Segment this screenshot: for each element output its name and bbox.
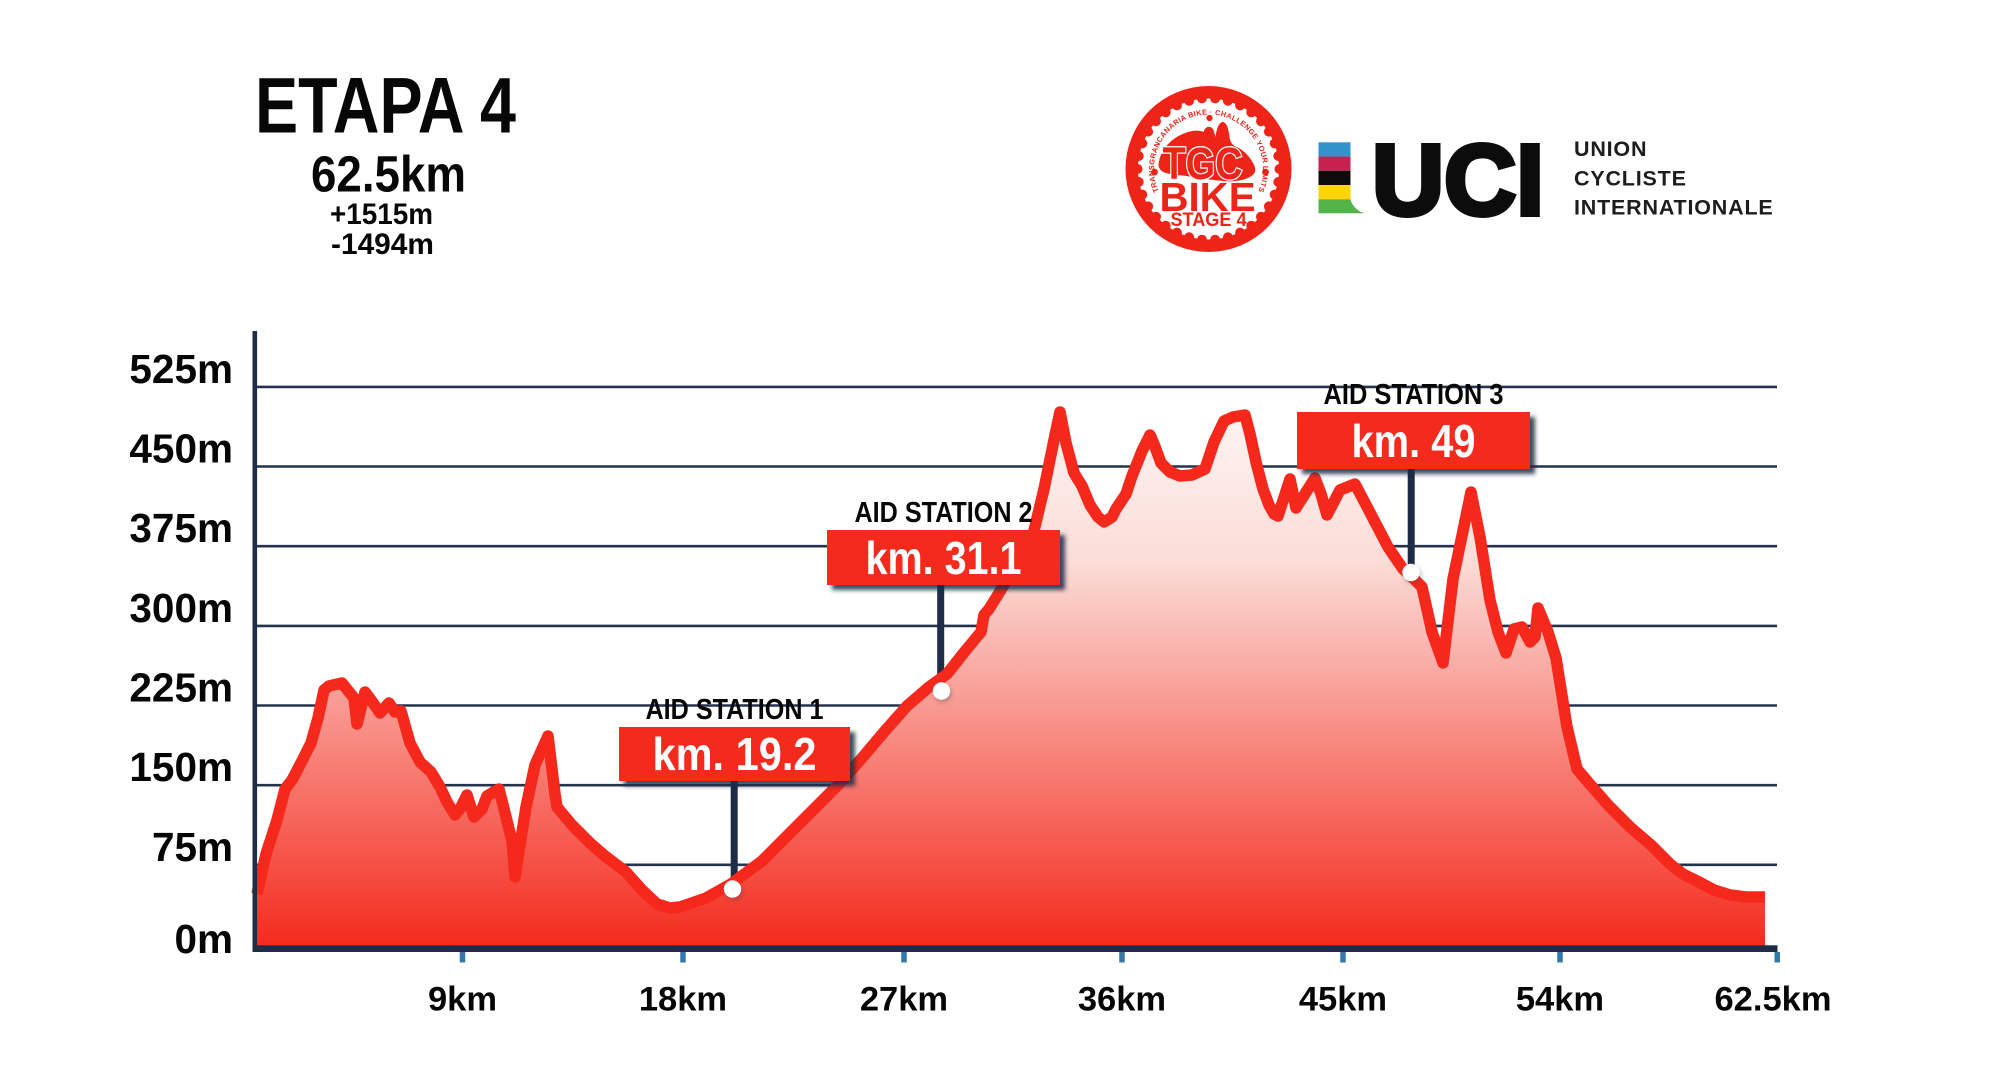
svg-text:450m: 450m bbox=[129, 426, 233, 472]
svg-text:0m: 0m bbox=[174, 916, 233, 962]
svg-text:150m: 150m bbox=[129, 744, 233, 790]
svg-text:27km: 27km bbox=[860, 981, 948, 1019]
svg-text:km. 49: km. 49 bbox=[1352, 415, 1476, 467]
svg-text:-1494m: -1494m bbox=[331, 228, 434, 261]
svg-text:54km: 54km bbox=[1516, 981, 1604, 1019]
svg-text:45km: 45km bbox=[1299, 981, 1387, 1019]
svg-text:225m: 225m bbox=[129, 665, 233, 711]
svg-text:km. 19.2: km. 19.2 bbox=[653, 728, 817, 780]
svg-text:75m: 75m bbox=[152, 824, 233, 870]
svg-text:9km: 9km bbox=[428, 981, 497, 1019]
svg-text:INTERNATIONALE: INTERNATIONALE bbox=[1574, 196, 1774, 220]
svg-text:375m: 375m bbox=[129, 505, 233, 551]
svg-text:300m: 300m bbox=[129, 585, 233, 631]
svg-text:BIKE: BIKE bbox=[1160, 174, 1256, 220]
svg-text:525m: 525m bbox=[129, 346, 233, 392]
svg-text:62.5km: 62.5km bbox=[311, 146, 466, 203]
svg-text:CYCLISTE: CYCLISTE bbox=[1574, 166, 1687, 190]
svg-text:STAGE 4: STAGE 4 bbox=[1171, 210, 1247, 231]
svg-text:62.5km: 62.5km bbox=[1714, 981, 1831, 1019]
svg-text:AID STATION 3: AID STATION 3 bbox=[1324, 379, 1504, 411]
svg-text:AID STATION 2: AID STATION 2 bbox=[855, 497, 1033, 529]
svg-text:km. 31.1: km. 31.1 bbox=[866, 532, 1022, 584]
svg-text:AID STATION 1: AID STATION 1 bbox=[646, 694, 824, 726]
svg-text:ETAPA 4: ETAPA 4 bbox=[255, 61, 516, 150]
svg-text:TGC: TGC bbox=[1163, 138, 1243, 189]
svg-text:UNION: UNION bbox=[1574, 137, 1647, 161]
svg-text:36km: 36km bbox=[1078, 981, 1166, 1019]
svg-text:+1515m: +1515m bbox=[330, 198, 433, 231]
svg-text:UCI: UCI bbox=[1372, 125, 1544, 237]
svg-text:18km: 18km bbox=[639, 981, 727, 1019]
